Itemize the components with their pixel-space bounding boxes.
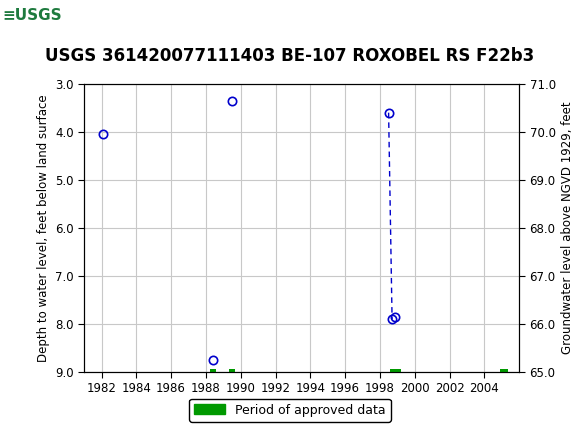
Bar bbox=[390, 369, 401, 375]
Bar bbox=[211, 369, 216, 375]
Bar bbox=[500, 369, 508, 375]
Text: ≡USGS: ≡USGS bbox=[2, 8, 61, 23]
Text: USGS 361420077111403 BE-107 ROXOBEL RS F22b3: USGS 361420077111403 BE-107 ROXOBEL RS F… bbox=[45, 47, 535, 65]
Legend: Period of approved data: Period of approved data bbox=[189, 399, 391, 421]
Bar bbox=[229, 369, 235, 375]
Y-axis label: Groundwater level above NGVD 1929, feet: Groundwater level above NGVD 1929, feet bbox=[561, 101, 574, 354]
FancyBboxPatch shape bbox=[3, 2, 58, 30]
Y-axis label: Depth to water level, feet below land surface: Depth to water level, feet below land su… bbox=[37, 94, 49, 362]
